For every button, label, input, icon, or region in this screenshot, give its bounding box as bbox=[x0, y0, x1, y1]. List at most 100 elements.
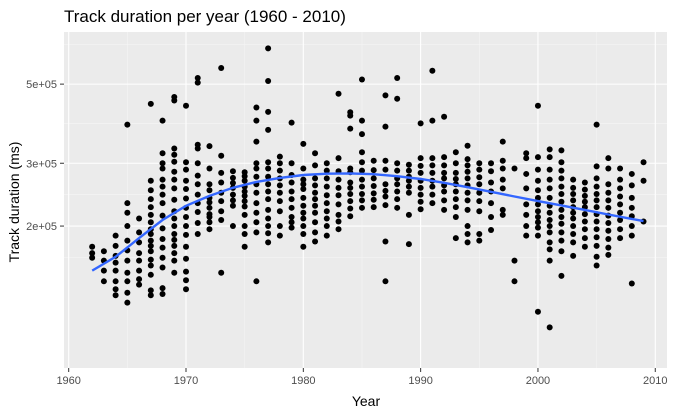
data-point bbox=[194, 209, 201, 216]
data-point bbox=[534, 232, 541, 239]
data-point bbox=[218, 216, 225, 223]
data-point bbox=[382, 187, 389, 194]
data-point bbox=[159, 150, 166, 157]
data-point bbox=[323, 167, 330, 174]
data-point bbox=[534, 208, 541, 215]
data-point bbox=[546, 154, 553, 161]
data-point bbox=[300, 202, 307, 209]
data-point bbox=[534, 224, 541, 231]
data-point bbox=[229, 223, 236, 230]
data-point bbox=[617, 235, 624, 242]
data-point bbox=[288, 119, 295, 126]
data-point bbox=[229, 191, 236, 198]
data-point bbox=[581, 235, 588, 242]
data-point bbox=[570, 252, 577, 259]
data-point bbox=[147, 231, 154, 238]
data-point bbox=[218, 64, 225, 71]
data-point bbox=[617, 226, 624, 233]
data-point bbox=[593, 234, 600, 241]
data-point bbox=[335, 226, 342, 233]
data-point bbox=[288, 224, 295, 231]
data-point bbox=[405, 177, 412, 184]
data-point bbox=[429, 191, 436, 198]
smooth-trend-line bbox=[91, 172, 644, 272]
data-point bbox=[347, 125, 354, 132]
data-point bbox=[558, 237, 565, 244]
data-point bbox=[370, 204, 377, 211]
data-point bbox=[488, 168, 495, 175]
data-point bbox=[358, 183, 365, 190]
data-point bbox=[124, 209, 131, 216]
x-axis: 1960 1970 1980 1990 2000 2010 bbox=[56, 368, 668, 387]
data-point bbox=[617, 201, 624, 208]
data-point bbox=[265, 215, 272, 222]
data-point bbox=[417, 169, 424, 176]
data-point bbox=[171, 145, 178, 152]
data-point bbox=[124, 237, 131, 244]
x-tick-label: 1990 bbox=[408, 375, 432, 387]
data-point bbox=[288, 179, 295, 186]
data-point bbox=[265, 45, 272, 52]
data-point bbox=[300, 181, 307, 188]
data-point bbox=[593, 226, 600, 233]
data-point bbox=[593, 163, 600, 170]
data-point bbox=[300, 186, 307, 193]
data-point bbox=[159, 212, 166, 219]
data-point bbox=[159, 183, 166, 190]
data-point bbox=[370, 175, 377, 182]
data-point bbox=[370, 183, 377, 190]
data-point bbox=[523, 170, 530, 177]
data-point bbox=[581, 226, 588, 233]
data-point bbox=[159, 244, 166, 251]
data-point bbox=[312, 189, 319, 196]
data-point bbox=[452, 214, 459, 221]
data-point bbox=[112, 267, 119, 274]
data-point bbox=[159, 165, 166, 172]
data-point bbox=[570, 223, 577, 230]
data-point bbox=[394, 160, 401, 167]
data-point bbox=[358, 117, 365, 124]
data-point bbox=[417, 206, 424, 213]
data-point bbox=[617, 193, 624, 200]
data-point bbox=[499, 157, 506, 164]
data-point bbox=[347, 112, 354, 119]
data-point bbox=[323, 223, 330, 230]
data-point bbox=[605, 155, 612, 162]
data-point bbox=[534, 187, 541, 194]
data-point bbox=[593, 218, 600, 225]
data-point bbox=[183, 255, 190, 262]
data-point bbox=[570, 176, 577, 183]
data-point bbox=[335, 90, 342, 97]
data-point bbox=[136, 276, 143, 283]
data-point bbox=[605, 219, 612, 226]
data-point bbox=[546, 194, 553, 201]
data-point bbox=[394, 181, 401, 188]
data-point bbox=[429, 169, 436, 176]
data-point bbox=[124, 278, 131, 285]
data-point bbox=[194, 231, 201, 238]
data-point bbox=[558, 190, 565, 197]
data-point bbox=[241, 203, 248, 210]
data-point bbox=[523, 185, 530, 192]
data-point bbox=[405, 189, 412, 196]
data-point bbox=[206, 214, 213, 221]
data-point bbox=[323, 208, 330, 215]
data-point bbox=[347, 184, 354, 191]
data-point bbox=[382, 278, 389, 285]
data-point bbox=[452, 196, 459, 203]
data-point bbox=[370, 157, 377, 164]
data-point bbox=[441, 188, 448, 195]
data-point bbox=[452, 160, 459, 167]
data-point bbox=[476, 231, 483, 238]
data-point bbox=[183, 102, 190, 109]
data-point bbox=[136, 229, 143, 236]
data-point bbox=[159, 176, 166, 183]
data-point bbox=[147, 248, 154, 255]
data-point bbox=[171, 269, 178, 276]
data-point bbox=[194, 191, 201, 198]
data-point bbox=[534, 201, 541, 208]
data-point bbox=[183, 231, 190, 238]
data-point bbox=[206, 226, 213, 233]
data-point bbox=[265, 230, 272, 237]
data-point bbox=[605, 251, 612, 258]
